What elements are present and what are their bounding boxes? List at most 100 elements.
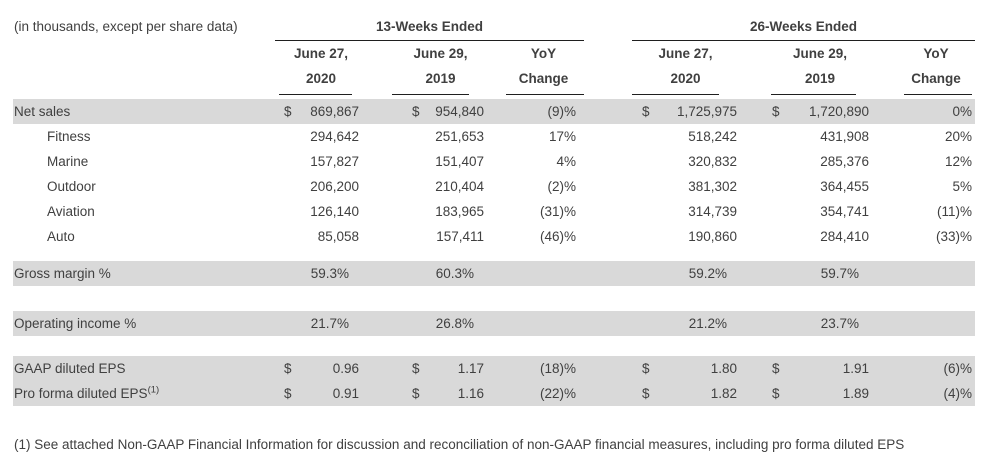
cell: 284,410 bbox=[820, 228, 870, 244]
table-row-outdoor: Outdoor 206,200 210,404 (2)% 381,302 364… bbox=[13, 174, 975, 199]
cell: 251,653 bbox=[435, 128, 484, 144]
row-label: Gross margin % bbox=[13, 260, 275, 286]
row-label: Fitness bbox=[47, 128, 91, 144]
header-group-row: (in thousands, except per share data) 13… bbox=[13, 14, 976, 41]
row-label: Aviation bbox=[47, 203, 95, 219]
cell: 59.7% bbox=[771, 260, 870, 286]
cell: 12% bbox=[945, 153, 973, 169]
cell: $1.17 bbox=[392, 355, 489, 381]
cell: 4% bbox=[556, 153, 577, 169]
column-underline bbox=[279, 93, 352, 95]
cell: $1.91 bbox=[771, 355, 870, 381]
col-group-13-weeks: 13-Weeks Ended bbox=[275, 14, 585, 41]
table-row-net-sales: Net sales $869,867 $954,840 (9)% $1,725,… bbox=[13, 98, 976, 124]
cell: 5% bbox=[952, 178, 973, 194]
row-label: Net sales bbox=[13, 98, 275, 124]
table-row-auto: Auto 85,058 157,411 (46)% 190,860 284,41… bbox=[13, 224, 975, 249]
row-label: Marine bbox=[47, 153, 89, 169]
cell: 60.3% bbox=[392, 260, 489, 286]
cell: $0.96 bbox=[275, 355, 367, 381]
col-header-26wk-2019: June 29, 2019 bbox=[771, 40, 869, 99]
cell: $1.89 bbox=[771, 380, 870, 406]
cell: 431,908 bbox=[820, 128, 870, 144]
cell: 364,455 bbox=[820, 178, 870, 194]
cell: (2)% bbox=[547, 178, 577, 194]
cell: (22)% bbox=[503, 380, 585, 406]
cell bbox=[503, 260, 585, 286]
table-row-aviation: Aviation 126,140 183,965 (31)% 314,739 3… bbox=[13, 199, 975, 224]
cell: (6)% bbox=[897, 355, 976, 381]
footnote-marker: (1) bbox=[147, 384, 160, 395]
table-row-gaap-diluted-eps: GAAP diluted EPS $0.96 $1.17 (18)% $1.80… bbox=[13, 355, 976, 381]
cell: $954,840 bbox=[392, 98, 489, 124]
cell: (9)% bbox=[503, 98, 585, 124]
cell: 17% bbox=[548, 128, 577, 144]
row-label: Operating income % bbox=[13, 310, 275, 336]
spacer-row bbox=[13, 286, 975, 311]
table-row-marine: Marine 157,827 151,407 4% 320,832 285,37… bbox=[13, 149, 975, 174]
cell: $1,720,890 bbox=[771, 98, 870, 124]
cell: 314,739 bbox=[688, 203, 738, 219]
col-header-13wk-yoy: YoY Change bbox=[503, 40, 585, 99]
financial-results-table: (in thousands, except per share data) 13… bbox=[13, 14, 976, 406]
cell: 26.8% bbox=[392, 310, 489, 336]
cell: $869,867 bbox=[275, 98, 367, 124]
cell: 320,832 bbox=[688, 153, 738, 169]
cell: 21.7% bbox=[275, 310, 367, 336]
col-header-13wk-2019: June 29, 2019 bbox=[392, 40, 489, 99]
cell: $1.80 bbox=[632, 355, 740, 381]
col-header-26wk-2020: June 27, 2020 bbox=[632, 40, 739, 99]
cell: 381,302 bbox=[688, 178, 738, 194]
cell: $1,725,975 bbox=[632, 98, 740, 124]
table-row-fitness: Fitness 294,642 251,653 17% 518,242 431,… bbox=[13, 124, 975, 149]
cell: 518,242 bbox=[688, 128, 738, 144]
row-label: Auto bbox=[47, 228, 75, 244]
cell: 151,407 bbox=[435, 153, 484, 169]
header-gap bbox=[584, 14, 632, 40]
cell: 190,860 bbox=[688, 228, 738, 244]
cell: 23.7% bbox=[771, 310, 870, 336]
cell: $1.82 bbox=[632, 380, 740, 406]
table-row-gross-margin: Gross margin % 59.3% 60.3% 59.2% 59.7% bbox=[13, 260, 976, 286]
cell: $0.91 bbox=[275, 380, 367, 406]
table-row-pro-forma-diluted-eps: Pro forma diluted EPS(1) $0.91 $1.16 (22… bbox=[13, 380, 976, 406]
cell bbox=[897, 310, 976, 336]
table-caption: (in thousands, except per share data) bbox=[14, 19, 238, 34]
cell: (31)% bbox=[540, 203, 577, 219]
cell bbox=[503, 310, 585, 336]
row-label: Outdoor bbox=[47, 178, 96, 194]
spacer-row bbox=[13, 249, 975, 261]
cell: 157,411 bbox=[436, 228, 484, 244]
cell: 20% bbox=[945, 128, 973, 144]
column-underline bbox=[771, 93, 857, 95]
cell bbox=[897, 260, 976, 286]
col-header-26wk-yoy: YoY Change bbox=[897, 40, 975, 99]
row-label: GAAP diluted EPS bbox=[13, 355, 275, 381]
cell: 59.2% bbox=[632, 260, 740, 286]
table-row-operating-income: Operating income % 21.7% 26.8% 21.2% 23.… bbox=[13, 310, 976, 336]
spacer-row bbox=[13, 336, 975, 356]
cell: 354,741 bbox=[820, 203, 870, 219]
cell: 21.2% bbox=[632, 310, 740, 336]
header-columns-row: June 27, 2020 June 29, 2019 YoY Change J… bbox=[13, 40, 975, 99]
cell: (18)% bbox=[503, 355, 585, 381]
cell: 85,058 bbox=[317, 228, 359, 244]
row-label: Pro forma diluted EPS(1) bbox=[13, 380, 275, 406]
cell: (4)% bbox=[897, 380, 976, 406]
cell: 206,200 bbox=[310, 178, 359, 194]
cell: $1.16 bbox=[392, 380, 489, 406]
cell: 210,404 bbox=[435, 178, 484, 194]
cell: 126,140 bbox=[310, 203, 359, 219]
column-underline bbox=[506, 93, 585, 95]
footnote: (1) See attached Non-GAAP Financial Info… bbox=[14, 436, 905, 452]
cell: 0% bbox=[897, 98, 976, 124]
cell: (33)% bbox=[936, 228, 973, 244]
cell: (11)% bbox=[937, 203, 973, 219]
column-underline bbox=[904, 93, 973, 95]
cell: 285,376 bbox=[820, 153, 870, 169]
col-group-26-weeks: 26-Weeks Ended bbox=[632, 14, 976, 41]
cell: 59.3% bbox=[275, 260, 367, 286]
column-underline bbox=[632, 93, 720, 95]
cell: 157,827 bbox=[310, 153, 359, 169]
cell: 183,965 bbox=[435, 203, 484, 219]
